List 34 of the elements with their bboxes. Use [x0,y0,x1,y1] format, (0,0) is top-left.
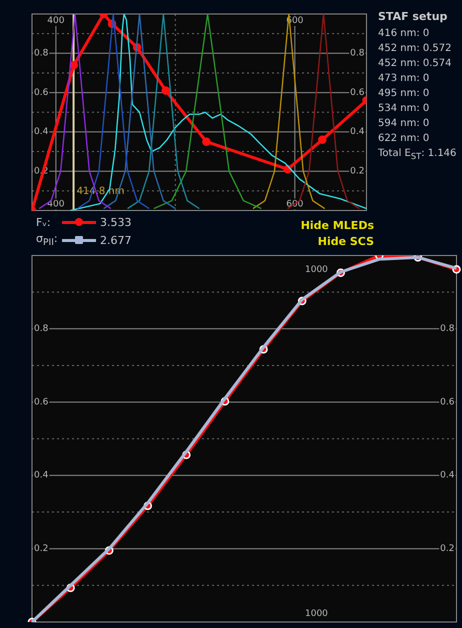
y2-tick-label: 0.2 [350,166,364,177]
y2-tick-label: 0.6 [350,88,365,98]
y-tick-label: 0.8 [34,48,49,59]
y-tick-label: 0.4 [34,470,49,481]
text: 3.533 [100,216,132,229]
y2-tick-label: 0.8 [440,324,455,334]
text: 473 nm: 0 [378,72,430,86]
text: 495 nm: 0 [378,87,430,101]
y2-tick-label: 0.8 [350,48,365,59]
y2-tick-label: 0.6 [440,397,455,408]
text: Total E$_{ST}$: 1.146 [378,147,458,163]
legend-label: σ$_{PII}$: [36,232,58,248]
text: 594 nm: 0 [378,117,430,131]
text: 452 nm: 0.572 [378,42,453,56]
text: 534 nm: 0 [378,102,430,116]
y-tick-label: 0.4 [34,127,49,138]
text: STAF setup [378,10,448,23]
y2-tick-label: 0.4 [440,470,455,481]
y-tick-label: 0.6 [34,397,49,408]
y-tick-label: 0.2 [34,544,48,554]
text: 416 nm: 0 [378,27,430,41]
text: 622 nm: 0 [378,132,430,146]
annotation: 1000 [305,265,328,275]
annotation: 1000 [305,609,328,619]
text: 2.677 [100,234,132,247]
y-tick-label: 0.8 [34,324,49,334]
x2-tick-label: 400 [47,16,65,26]
y2-tick-label: 0.4 [350,127,365,138]
y-tick-label: 0.6 [34,88,49,98]
legend-label: Fᵥ: [36,216,52,229]
text: Hide SCS [316,234,374,250]
y2-tick-label: 0.2 [440,544,454,554]
text: Hide MLEDs [300,218,374,234]
text: 452 nm: 0.574 [378,57,453,71]
